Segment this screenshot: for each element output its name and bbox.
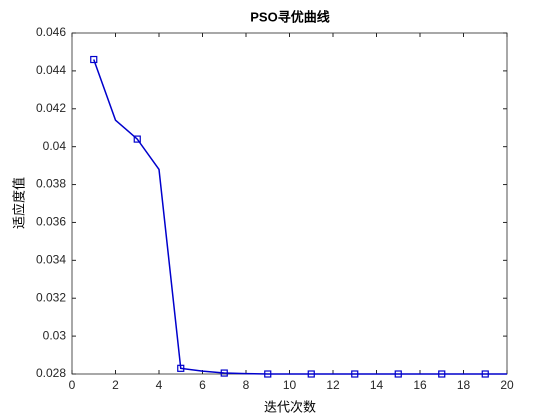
y-tick-label: 0.042 [36, 101, 66, 115]
x-tick-label: 4 [156, 378, 163, 392]
x-tick-label: 10 [283, 378, 297, 392]
data-marker [220, 369, 228, 377]
x-tick-label: 12 [326, 378, 340, 392]
x-axis-label: 迭代次数 [264, 399, 316, 414]
y-tick-label: 0.03 [43, 328, 67, 342]
x-tick-label: 20 [500, 378, 514, 392]
chart-title: PSO寻优曲线 [250, 9, 329, 24]
y-tick-label: 0.028 [36, 366, 66, 380]
y-tick-label: 0.046 [36, 25, 66, 39]
data-marker [394, 370, 402, 378]
data-marker [351, 370, 359, 378]
y-tick-label: 0.032 [36, 290, 66, 304]
data-marker [307, 370, 315, 378]
x-tick-label: 16 [413, 378, 427, 392]
x-tick-label: 8 [243, 378, 250, 392]
y-tick-label: 0.034 [36, 253, 66, 267]
y-axis-label: 适应度值 [11, 177, 26, 229]
data-marker [133, 135, 141, 143]
y-tick-label: 0.036 [36, 215, 66, 229]
data-marker [90, 55, 98, 64]
x-tick-label: 2 [112, 378, 119, 392]
x-tick-label: 14 [370, 378, 384, 392]
data-marker [177, 364, 185, 372]
data-marker [481, 370, 489, 378]
y-tick-label: 0.038 [36, 177, 66, 191]
data-marker [438, 370, 446, 378]
x-tick-label: 18 [457, 378, 471, 392]
y-tick-label: 0.04 [43, 139, 67, 153]
series-line [93, 59, 507, 375]
y-tick-label: 0.044 [36, 63, 66, 77]
x-tick-label: 6 [199, 378, 206, 392]
data-marker [264, 370, 272, 378]
plot-frame [71, 32, 508, 375]
x-tick-label: 0 [69, 378, 76, 392]
